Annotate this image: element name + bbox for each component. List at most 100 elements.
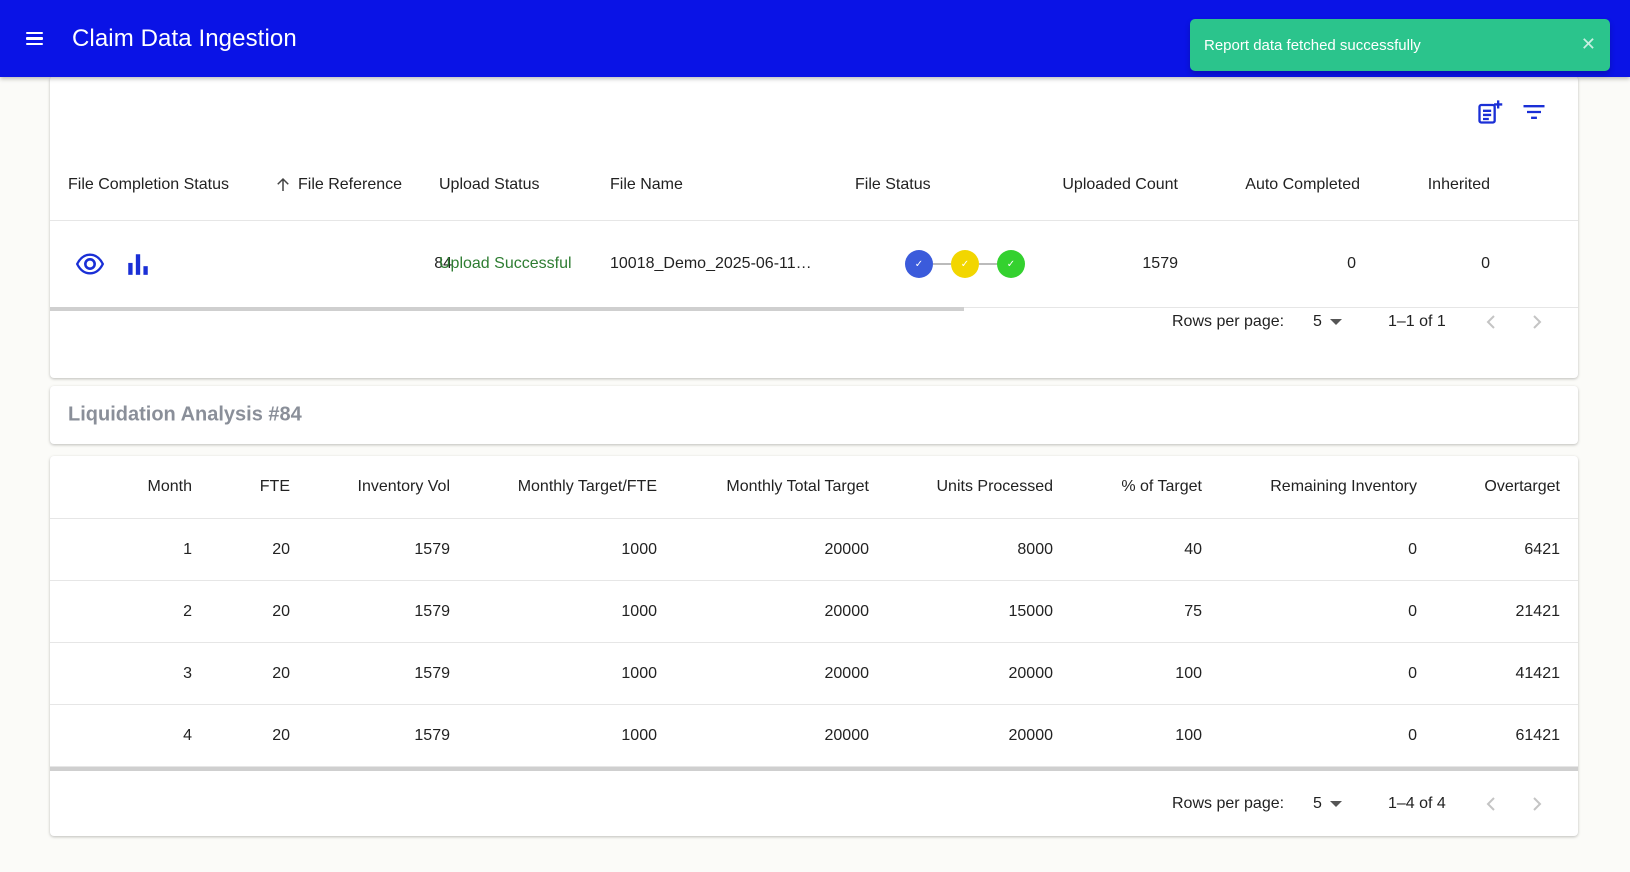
col-file-reference-label: File Reference xyxy=(298,176,403,193)
prev-page-icon[interactable] xyxy=(1479,792,1503,816)
caret-down-icon xyxy=(1329,319,1342,325)
app-title: Claim Data Ingestion xyxy=(72,24,297,52)
file-status-stepper: ✓ ✓ ✓ xyxy=(905,250,1025,278)
col-units-processed[interactable]: Units Processed xyxy=(936,478,1054,495)
table-row: 2 20 1579 1000 20000 15000 75 0 21421 xyxy=(50,581,1578,643)
inventory-vol-cell: 1579 xyxy=(414,664,450,682)
arrow-up-icon xyxy=(277,177,289,191)
rows-per-page-label: Rows per page: xyxy=(1172,795,1285,812)
page-range: 1–1 of 1 xyxy=(1388,313,1446,330)
fte-cell: 20 xyxy=(272,726,290,744)
units-processed-cell: 8000 xyxy=(1017,540,1053,558)
pct-of-target-cell: 100 xyxy=(1175,664,1202,682)
month-cell: 2 xyxy=(183,602,192,620)
rows-per-page-label: Rows per page: xyxy=(1172,313,1285,330)
overtarget-cell: 41421 xyxy=(1515,664,1561,682)
page-range: 1–4 of 4 xyxy=(1388,795,1446,812)
bar-chart-icon[interactable] xyxy=(125,251,151,277)
month-cell: 4 xyxy=(183,726,192,744)
rows-per-page-value: 5 xyxy=(1313,313,1322,330)
col-file-reference[interactable]: File Reference xyxy=(274,176,402,194)
rows-per-page-select[interactable]: 5 xyxy=(1313,795,1342,813)
analysis-pagination: Rows per page: 5 1–4 of 4 xyxy=(50,772,1578,836)
horizontal-scrollbar[interactable] xyxy=(50,307,964,311)
monthly-target-fte-cell: 1000 xyxy=(621,664,657,682)
file-name-value[interactable]: 10018_Demo_2025-06-11… xyxy=(610,255,812,272)
pct-of-target-cell: 40 xyxy=(1184,540,1202,558)
uploaded-count-value: 1579 xyxy=(1142,255,1178,272)
toast-close-icon[interactable]: ✕ xyxy=(1580,34,1596,54)
upload-status-value: Upload Successful xyxy=(439,255,572,272)
remaining-inventory-cell: 0 xyxy=(1408,726,1417,744)
table-row: 4 20 1579 1000 20000 20000 100 0 61421 xyxy=(50,705,1578,767)
table-row: 1 20 1579 1000 20000 8000 40 0 6421 xyxy=(50,519,1578,581)
files-pagination: Rows per page: 5 1–1 of 1 xyxy=(50,290,1578,354)
monthly-target-fte-cell: 1000 xyxy=(621,540,657,558)
step-connector xyxy=(933,263,951,265)
col-file-name[interactable]: File Name xyxy=(610,176,683,193)
overtarget-cell: 61421 xyxy=(1515,726,1561,744)
col-inventory-vol[interactable]: Inventory Vol xyxy=(357,478,451,495)
table-toolbar xyxy=(1476,98,1548,126)
pct-of-target-cell: 100 xyxy=(1175,726,1202,744)
col-monthly-total-target[interactable]: Monthly Total Target xyxy=(726,478,869,495)
remaining-inventory-cell: 0 xyxy=(1408,664,1417,682)
col-fte[interactable]: FTE xyxy=(259,478,290,495)
inherited-value: 0 xyxy=(1481,255,1490,272)
col-upload-status[interactable]: Upload Status xyxy=(439,176,540,193)
col-remaining-inventory[interactable]: Remaining Inventory xyxy=(1270,478,1417,495)
remaining-inventory-cell: 0 xyxy=(1408,602,1417,620)
monthly-total-target-cell: 20000 xyxy=(824,664,870,682)
pct-of-target-cell: 75 xyxy=(1184,602,1202,620)
col-month[interactable]: Month xyxy=(147,478,192,495)
inventory-vol-cell: 1579 xyxy=(414,726,450,744)
filter-icon[interactable] xyxy=(1520,98,1548,126)
col-file-status[interactable]: File Status xyxy=(855,176,931,193)
month-cell: 1 xyxy=(183,540,192,558)
fte-cell: 20 xyxy=(272,602,290,620)
file-reference-value: 84 xyxy=(434,255,452,272)
remaining-inventory-cell: 0 xyxy=(1408,540,1417,558)
monthly-target-fte-cell: 1000 xyxy=(621,602,657,620)
step-3-check-icon: ✓ xyxy=(997,250,1025,278)
monthly-total-target-cell: 20000 xyxy=(824,726,870,744)
next-page-icon[interactable] xyxy=(1525,792,1549,816)
col-inherited[interactable]: Inherited xyxy=(1427,176,1490,193)
col-file-completion-status[interactable]: File Completion Status xyxy=(68,176,229,193)
col-auto-completed[interactable]: Auto Completed xyxy=(1245,176,1360,193)
units-processed-cell: 20000 xyxy=(1008,726,1054,744)
col-pct-of-target[interactable]: % of Target xyxy=(1121,478,1202,495)
table-row: 3 20 1579 1000 20000 20000 100 0 41421 xyxy=(50,643,1578,705)
overtarget-cell: 6421 xyxy=(1524,540,1560,558)
next-page-icon[interactable] xyxy=(1525,310,1549,334)
col-uploaded-count[interactable]: Uploaded Count xyxy=(1062,176,1178,193)
auto-completed-value: 0 xyxy=(1347,255,1356,272)
add-report-icon[interactable] xyxy=(1476,98,1504,126)
step-2-check-icon: ✓ xyxy=(951,250,979,278)
prev-page-icon[interactable] xyxy=(1479,310,1503,334)
rows-per-page-value: 5 xyxy=(1313,795,1322,812)
rows-per-page-select[interactable]: 5 xyxy=(1313,313,1342,331)
analysis-table-header: Month FTE Inventory Vol Monthly Target/F… xyxy=(50,456,1578,519)
monthly-target-fte-cell: 1000 xyxy=(621,726,657,744)
col-overtarget[interactable]: Overtarget xyxy=(1484,478,1560,495)
step-connector xyxy=(979,263,997,265)
col-monthly-target-fte[interactable]: Monthly Target/FTE xyxy=(517,478,657,495)
overtarget-cell: 21421 xyxy=(1515,602,1561,620)
fte-cell: 20 xyxy=(272,540,290,558)
files-table-header: File Completion Status File Reference Up… xyxy=(50,150,1578,221)
success-toast: Report data fetched successfully ✕ xyxy=(1190,19,1610,71)
view-icon[interactable] xyxy=(76,250,104,278)
analysis-title-card: Liquidation Analysis #84 xyxy=(50,386,1578,444)
units-processed-cell: 15000 xyxy=(1008,602,1054,620)
horizontal-scrollbar[interactable] xyxy=(50,767,1578,771)
toast-message: Report data fetched successfully xyxy=(1204,36,1421,54)
menu-icon[interactable] xyxy=(26,28,48,50)
caret-down-icon xyxy=(1329,801,1342,807)
fte-cell: 20 xyxy=(272,664,290,682)
monthly-total-target-cell: 20000 xyxy=(824,540,870,558)
units-processed-cell: 20000 xyxy=(1008,664,1054,682)
month-cell: 3 xyxy=(183,664,192,682)
monthly-total-target-cell: 20000 xyxy=(824,602,870,620)
inventory-vol-cell: 1579 xyxy=(414,602,450,620)
